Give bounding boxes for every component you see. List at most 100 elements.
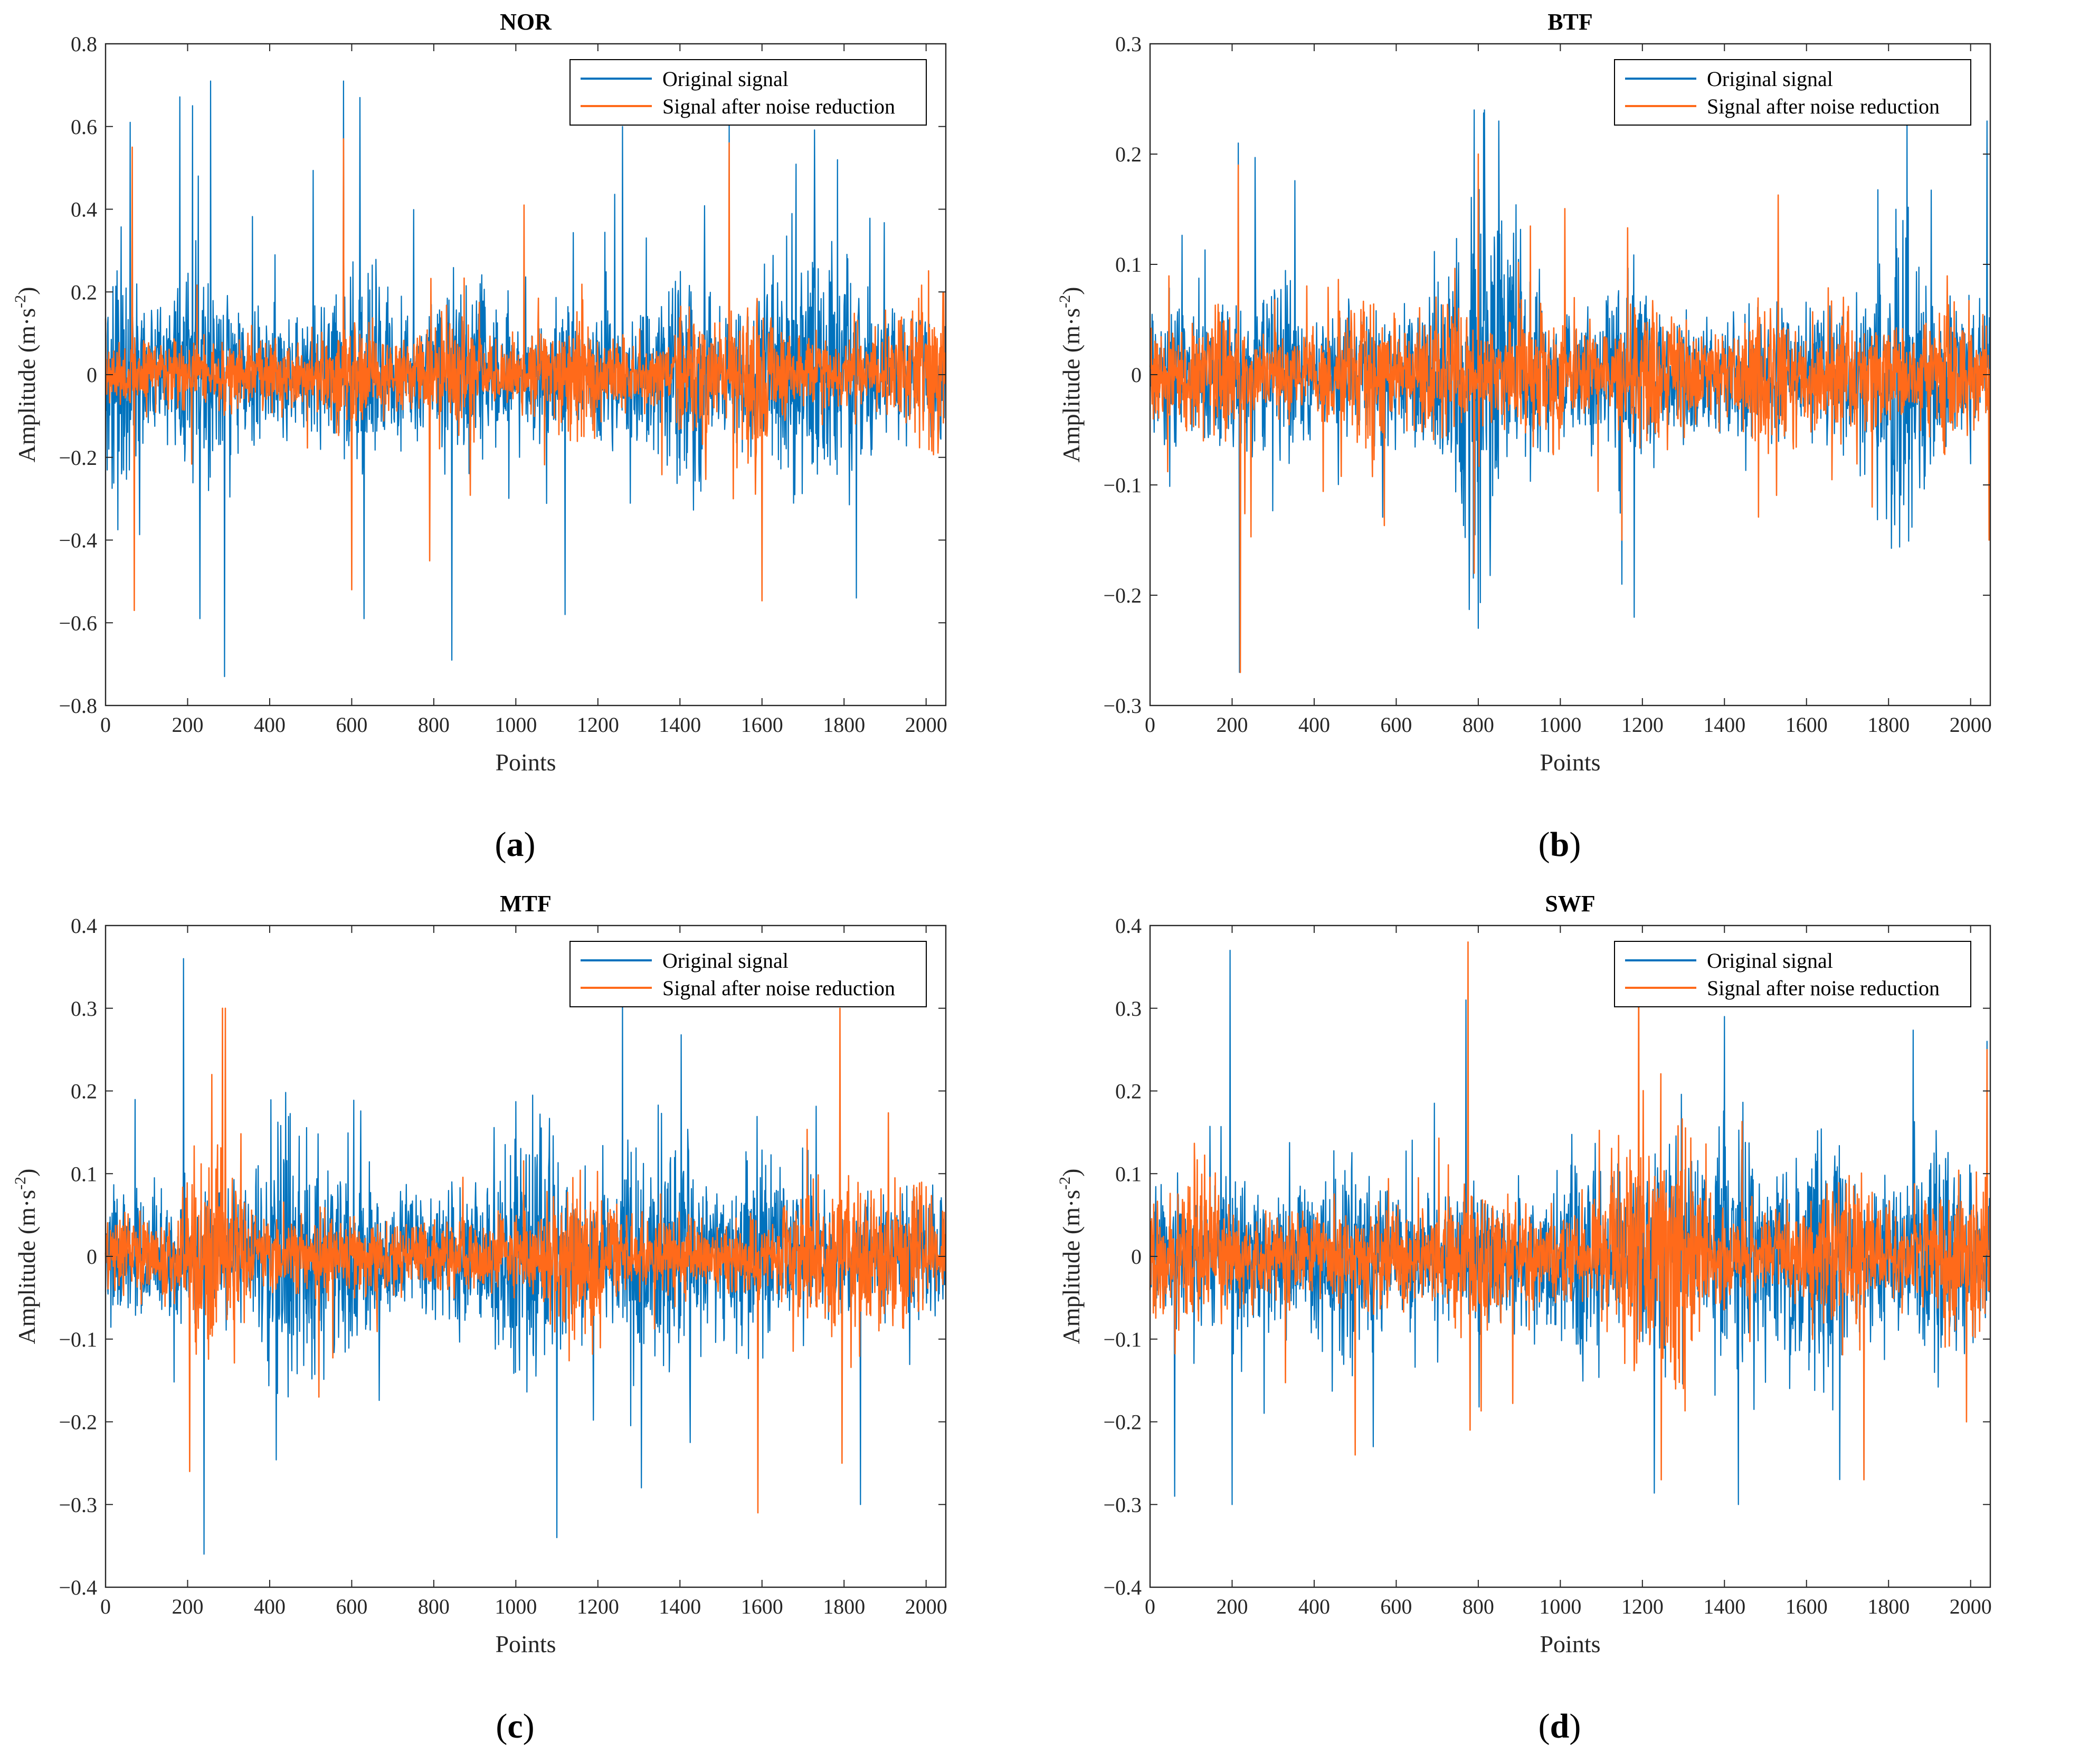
legend-label-original: Original signal [1707,67,1833,91]
panel-mtf: MTF 0 200 400 600 800 1000 1200 1400 1600 1800 2000… [0,882,1044,1763]
series-line-denoised [1149,153,1991,673]
caption-open-paren: ( [1539,1707,1550,1746]
y-axis-label-text: Amplitude (m·s [13,1190,40,1345]
caption-close-paren: ) [1569,1707,1581,1746]
legend-label-denoised: Signal after noise reduction [662,976,895,1000]
x-tick-label: 200 [172,1595,203,1618]
y-axis-label: Amplitude (m·s-2) [12,1169,40,1345]
x-tick-label: 800 [1463,713,1494,737]
y-tick-label: −0.1 [59,1328,97,1351]
legend-label-denoised: Signal after noise reduction [1707,94,1940,118]
x-tick-label: 200 [1216,713,1248,737]
caption-close-paren: ) [1569,825,1581,864]
x-tick-label: 1200 [577,1595,619,1618]
y-tick-label: 0.3 [1115,32,1142,56]
y-tick-label: −0.3 [59,1493,97,1517]
y-tick-label: 0.3 [71,997,97,1021]
series-line-denoised [1149,941,1991,1481]
caption-letter: c [507,1707,523,1746]
x-tick-label: 2000 [905,1595,947,1618]
x-tick-label: 0 [1145,1595,1155,1618]
y-tick-label: 0.4 [1115,914,1142,938]
panel-caption: (d) [1539,1707,1581,1746]
y-tick-label: 0.6 [71,115,97,139]
x-axis-label: Points [495,1630,556,1657]
x-tick-label: 1400 [659,1595,701,1618]
x-tick-label: 1000 [1539,713,1581,737]
x-axis-label: Points [1540,749,1600,776]
x-axis-label: Points [495,749,556,776]
caption-letter: b [1550,825,1570,864]
panel-caption: (b) [1539,825,1581,864]
x-tick-label: 800 [1463,1595,1494,1618]
panel-btf: BTF 0 200 400 600 800 1000 1200 1400 1600 1800 2000… [1044,0,2089,882]
chart-title: BTF [1547,9,1593,35]
caption-open-paren: ( [1539,825,1550,864]
legend-box [569,59,927,126]
y-tick-label: 0.1 [1115,1162,1142,1186]
x-tick-label: 1200 [1621,1595,1664,1618]
x-tick-label: 1800 [1867,713,1910,737]
y-tick-label: 0.8 [71,32,97,56]
y-tick-label: −0.4 [59,529,97,552]
x-tick-label: 1600 [1786,1595,1828,1618]
caption-close-paren: ) [523,1707,535,1746]
x-tick-label: 600 [1380,1595,1412,1618]
y-axis-label-text: Amplitude (m·s [1058,1190,1085,1345]
x-tick-label: 2000 [1950,1595,1992,1618]
legend-box [1614,941,1971,1007]
x-tick-label: 1800 [823,1595,865,1618]
y-tick-label: 0.2 [71,1080,97,1103]
caption-letter: a [507,825,524,864]
y-tick-label: 0.2 [1115,142,1142,166]
x-tick-label: 1000 [1539,1595,1581,1618]
x-tick-label: 1600 [741,713,783,737]
y-tick-label: 0 [1131,363,1142,387]
y-tick-label: 0.4 [71,198,97,222]
chart-svg: SWF 0 200 400 600 800 1000 1200 1400 1600 1800 2000… [1056,891,1992,1746]
y-tick-label: 0 [87,1245,97,1269]
y-axis-label-exponent: -2 [12,1177,29,1190]
x-tick-label: 1800 [1867,1595,1910,1618]
x-tick-label: 400 [254,1595,286,1618]
y-tick-label: 0.1 [71,1162,97,1186]
y-axis-label-close: ) [13,1169,40,1177]
x-tick-label: 1800 [823,713,865,737]
y-tick-label: 0.3 [1115,997,1142,1021]
panel-caption: (a) [495,825,536,864]
panel-swf: SWF 0 200 400 600 800 1000 1200 1400 1600 1800 2000… [1044,882,2089,1763]
y-tick-label: −0.3 [1103,694,1142,718]
legend-label-original: Original signal [1707,949,1833,972]
x-tick-label: 1200 [577,713,619,737]
legend-box [569,941,927,1007]
y-tick-label: 0.1 [1115,253,1142,276]
x-tick-label: 800 [418,1595,450,1618]
x-tick-label: 600 [1380,713,1412,737]
caption-letter: d [1550,1707,1570,1746]
y-tick-label: −0.3 [1103,1493,1142,1517]
x-tick-label: 2000 [1950,713,1992,737]
y-tick-label: 0.2 [1115,1080,1142,1103]
y-axis-label-text: Amplitude (m·s [1058,308,1085,463]
x-tick-label: 0 [100,1595,111,1618]
legend-label-denoised: Signal after noise reduction [1707,976,1940,1000]
x-tick-label: 400 [1298,713,1330,737]
y-tick-label: −0.8 [59,694,97,718]
y-tick-label: −0.6 [59,611,97,635]
x-tick-label: 1200 [1621,713,1664,737]
y-axis-label-exponent: -2 [1056,295,1074,308]
x-tick-label: 600 [336,713,367,737]
legend-box [1614,59,1971,126]
chart-svg: NOR 0 200 400 600 800 1000 1200 1400 1600 1800 2000… [12,9,947,864]
y-tick-label: 0 [1131,1245,1142,1269]
y-tick-label: 0 [87,363,97,387]
legend-label-original: Original signal [662,949,789,972]
y-axis-label-close: ) [13,287,40,295]
series-line-original [105,80,946,678]
y-tick-label: −0.2 [59,446,97,470]
x-tick-label: 400 [254,713,286,737]
x-tick-label: 1400 [659,713,701,737]
chart-svg: BTF 0 200 400 600 800 1000 1200 1400 1600 1800 2000… [1056,9,1992,864]
caption-open-paren: ( [496,1707,507,1746]
caption-close-paren: ) [524,825,536,864]
